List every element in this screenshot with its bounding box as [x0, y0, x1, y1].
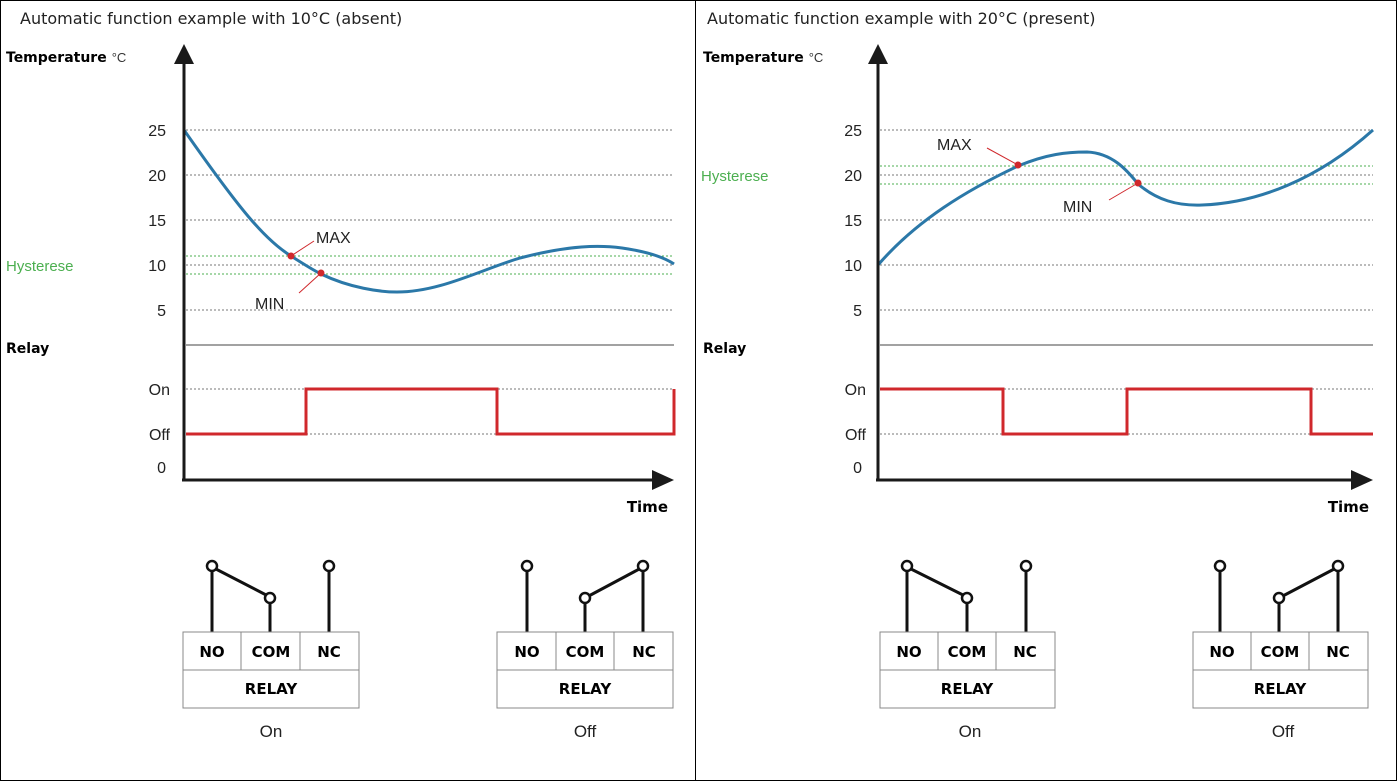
relay-block-on: NO COM NC RELAY On — [182, 559, 360, 741]
relay-signal — [186, 387, 676, 436]
tick-label: 20 — [844, 168, 862, 185]
tick-label: 15 — [148, 213, 166, 230]
relay-name-label: RELAY — [245, 680, 299, 698]
terminal-com-label: COM — [566, 643, 605, 661]
min-label: MIN — [255, 296, 284, 313]
relay-axis-label: Relay — [703, 341, 746, 357]
tick-label: 10 — [148, 258, 166, 275]
panel-divider — [695, 0, 696, 781]
panel-title: Automatic function example with 10°C (ab… — [20, 9, 403, 28]
terminal-no-label: NO — [1209, 643, 1234, 661]
relay-signal — [880, 387, 1373, 436]
tick-label: 20 — [148, 168, 166, 185]
panel-present: Automatic function example with 20°C (pr… — [697, 0, 1395, 781]
hysteresis-label: Hysterese — [6, 258, 74, 275]
temperature-curve — [182, 129, 675, 294]
temperature-curve — [876, 128, 1374, 266]
diagram-absent: Temperature °C Relay Time 25 20 15 10 5 O… — [6, 44, 676, 741]
relay-state-caption: On — [260, 722, 283, 741]
max-marker — [287, 252, 295, 260]
tick-label: 0 — [157, 460, 166, 477]
time-axis-label: Time — [627, 498, 668, 516]
relay-block-off: NO COM NC RELAY Off — [496, 559, 674, 741]
max-label: MAX — [316, 230, 351, 247]
terminal-no-label: NO — [896, 643, 921, 661]
terminal-nc-label: NC — [1013, 643, 1037, 661]
terminal-com-label: COM — [1261, 643, 1300, 661]
diagram-present: Temperature °C Relay Time 25 20 15 10 5 O… — [701, 44, 1374, 741]
terminal-no-label: NO — [514, 643, 539, 661]
hysteresis-label: Hysterese — [701, 168, 769, 185]
x-axis-arrow — [652, 470, 674, 490]
relay-name-label: RELAY — [941, 680, 995, 698]
time-axis-label: Time — [1328, 498, 1369, 516]
terminal-nc-label: NC — [632, 643, 656, 661]
relay-axis-label: Relay — [6, 341, 49, 357]
temperature-gridlines — [880, 129, 1373, 311]
terminal-com-label: COM — [948, 643, 987, 661]
tick-label: 5 — [157, 303, 166, 320]
tick-label: On — [845, 382, 866, 399]
terminal-com-label: COM — [252, 643, 291, 661]
tick-label: Off — [149, 427, 171, 444]
tick-label: 10 — [844, 258, 862, 275]
relay-block-off: NO COM NC RELAY Off — [1192, 559, 1369, 741]
temperature-axis-label: Temperature °C — [6, 50, 126, 66]
terminal-nc-label: NC — [317, 643, 341, 661]
y-axis-arrow — [174, 44, 194, 64]
relay-gridlines — [186, 388, 672, 435]
terminal-nc-label: NC — [1326, 643, 1350, 661]
tick-label: Off — [845, 427, 867, 444]
relay-block-on: NO COM NC RELAY On — [879, 559, 1056, 741]
tick-label: 25 — [148, 123, 166, 140]
panel-absent: Automatic function example with 10°C (ab… — [0, 0, 698, 781]
terminal-no-label: NO — [199, 643, 224, 661]
relay-name-label: RELAY — [559, 680, 613, 698]
tick-label: 25 — [844, 123, 862, 140]
temperature-gridlines — [186, 129, 672, 311]
tick-label: On — [149, 382, 170, 399]
tick-label: 5 — [853, 303, 862, 320]
relay-name-label: RELAY — [1254, 680, 1308, 698]
min-label: MIN — [1063, 199, 1092, 216]
panel-title: Automatic function example with 20°C (pr… — [707, 9, 1096, 28]
max-label: MAX — [937, 137, 972, 154]
tick-label: 15 — [844, 213, 862, 230]
relay-state-caption: On — [959, 722, 982, 741]
tick-label: 0 — [853, 460, 862, 477]
y-axis-arrow — [868, 44, 888, 64]
hysteresis-band-lines — [186, 255, 672, 275]
relay-state-caption: Off — [574, 722, 597, 741]
x-axis-arrow — [1351, 470, 1373, 490]
temperature-axis-label: Temperature °C — [703, 50, 823, 66]
relay-state-caption: Off — [1272, 722, 1295, 741]
